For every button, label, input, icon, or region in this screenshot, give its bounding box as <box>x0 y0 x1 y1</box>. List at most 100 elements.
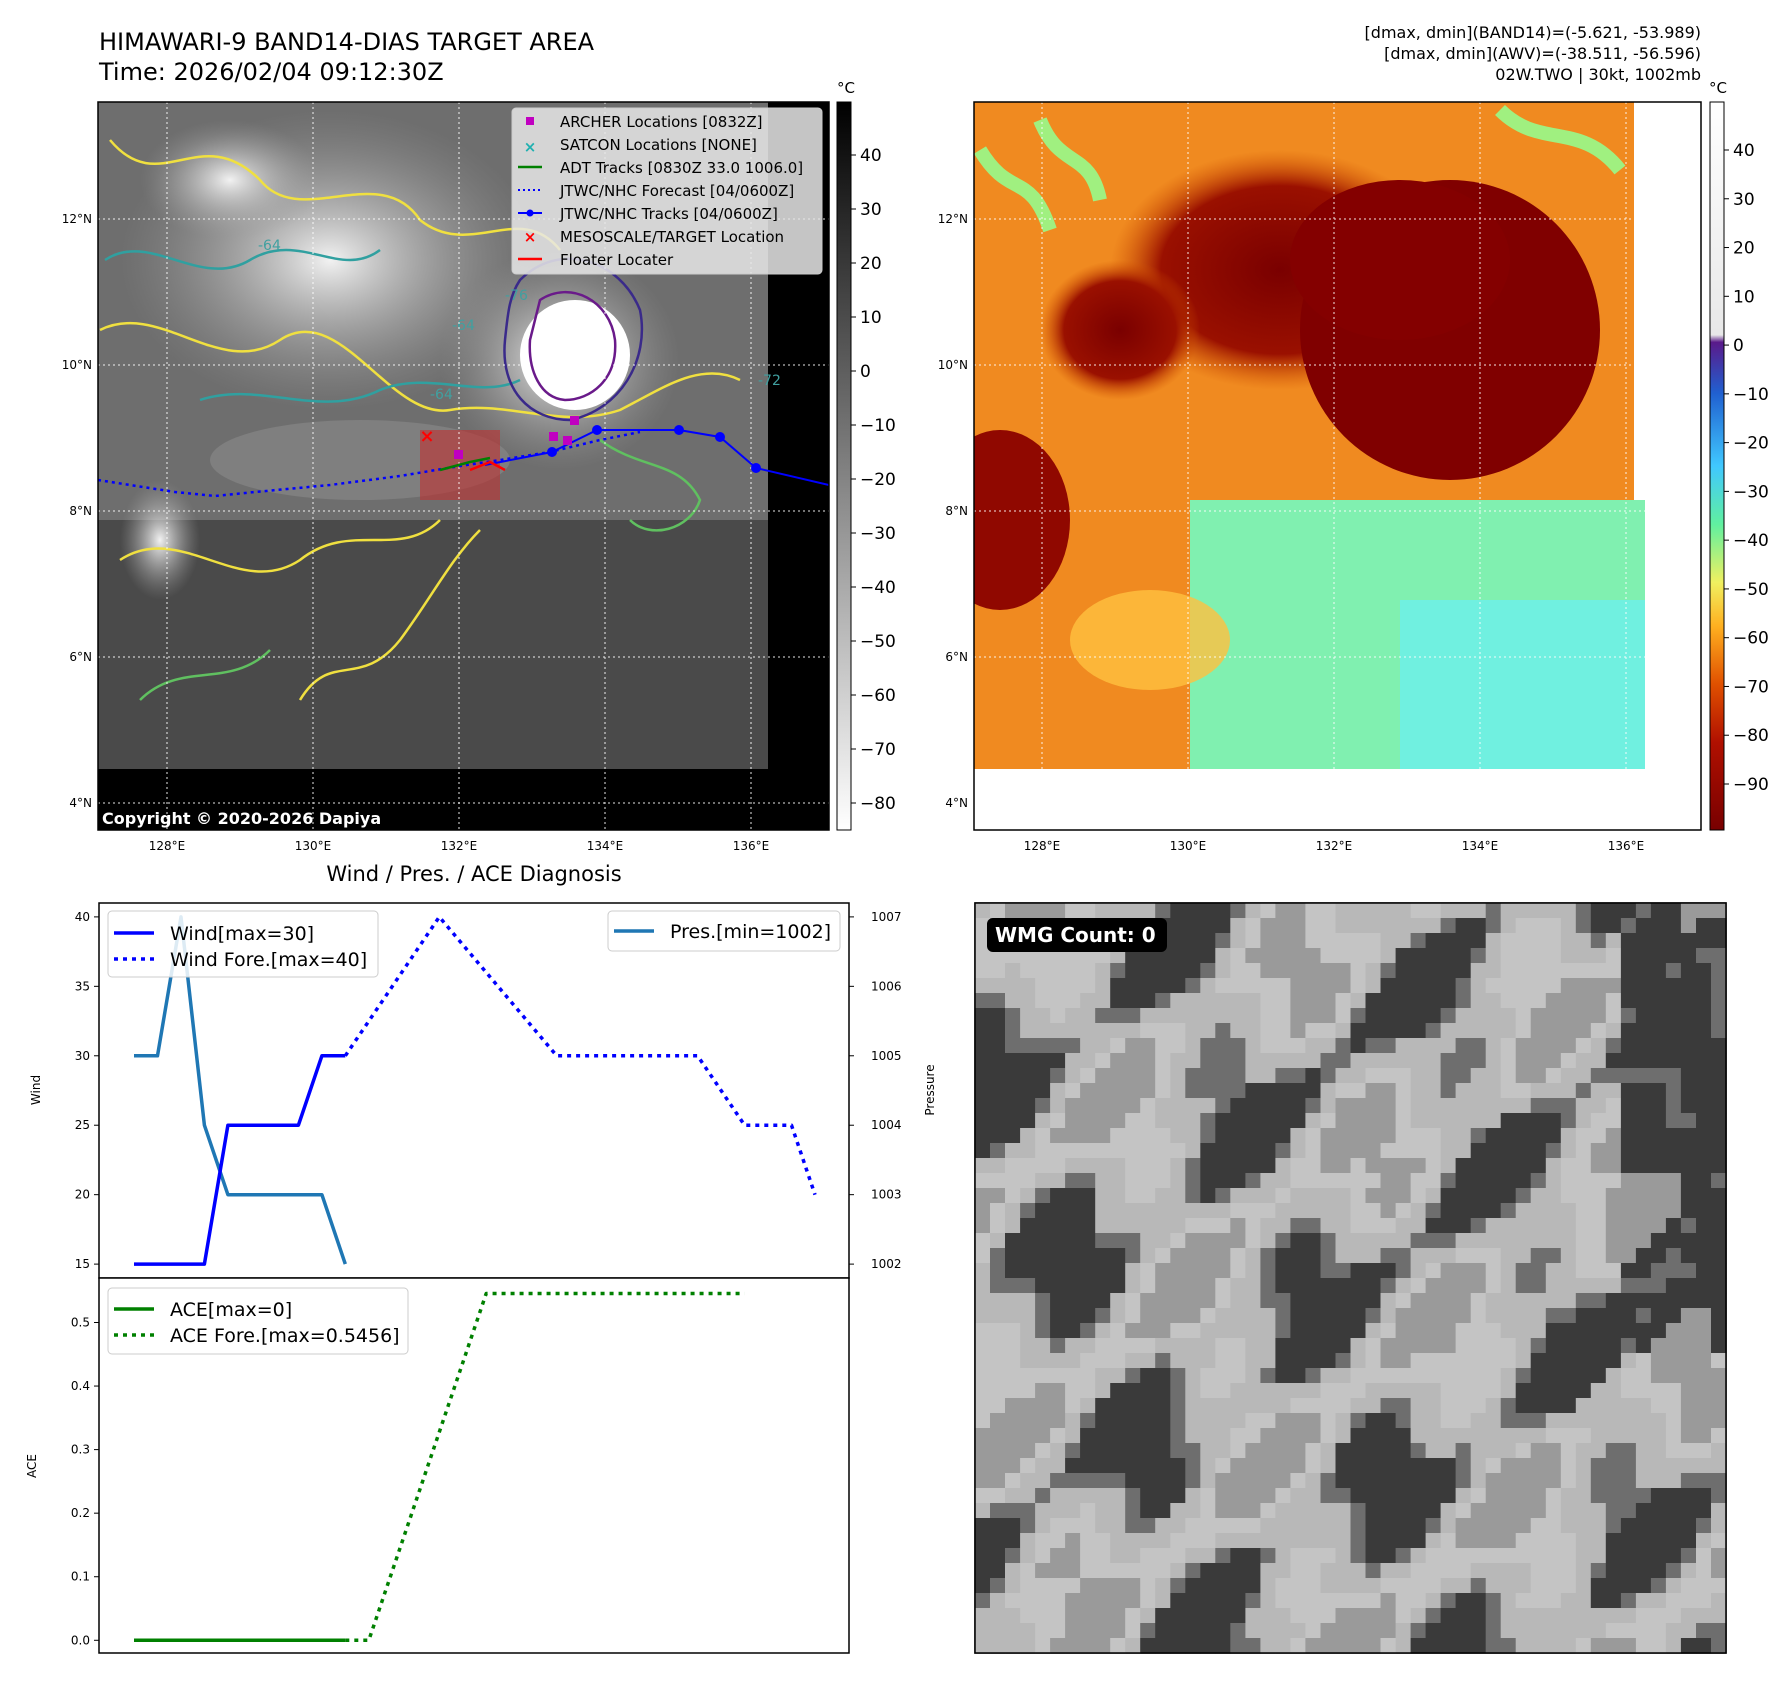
legend-item-archer: ARCHER Locations [0832Z] <box>560 113 763 131</box>
color-colorbar-tick-label: −50 <box>1733 580 1769 600</box>
contour-labels: -64 -64 -76 -64 -72 <box>258 238 781 403</box>
svg-text:128°E: 128°E <box>1024 839 1061 853</box>
awv-imagery <box>974 102 1645 769</box>
pressure-axis-tick-label: 1005 <box>871 1049 902 1063</box>
svg-text:136°E: 136°E <box>733 839 770 853</box>
legend-mesoscale-marker: × <box>524 228 537 246</box>
adt-track <box>439 456 491 472</box>
svg-text:8°N: 8°N <box>69 504 92 518</box>
legend-item-floater: Floater Locater <box>560 251 674 269</box>
color-colorbar-tick-label: −60 <box>1733 629 1769 649</box>
color-colorbar-tick-label: 10 <box>1733 287 1755 307</box>
gray-colorbar-tick-label: 10 <box>860 308 882 328</box>
color-colorbar-tick-label: 30 <box>1733 190 1755 210</box>
wind-series <box>134 1054 346 1266</box>
pressure-series <box>134 915 347 1265</box>
svg-text:-64: -64 <box>452 318 475 334</box>
gray-colorbar-tick-label: 20 <box>860 254 882 274</box>
info-awv: [dmax, dmin](AWV)=(-38.511, -56.596) <box>1384 44 1701 63</box>
gray-colorbar-tick-label: 40 <box>860 146 882 166</box>
color-colorbar-tick-label: −10 <box>1733 385 1769 405</box>
svg-text:132°E: 132°E <box>1316 839 1353 853</box>
mesoscale-marker: × <box>419 426 434 447</box>
awv-map-lat-labels: 12°N 10°N 8°N 6°N 4°N <box>938 212 968 810</box>
info-storm: 02W.TWO | 30kt, 1002mb <box>1495 65 1701 84</box>
awv-map-lon-labels: 128°E 130°E 132°E 134°E 136°E <box>1024 839 1645 853</box>
gray-colorbar-tick-label: −70 <box>860 740 896 760</box>
wind-axis-tick-label: 30 <box>75 1049 90 1063</box>
legend-wind: Wind[max=30] <box>170 923 314 945</box>
svg-text:134°E: 134°E <box>587 839 624 853</box>
gray-colorbar: °C 40 30 20 10 0 −10 −20 −30 −40 −50 −60 −70 −80 <box>836 79 896 831</box>
wmg-count-box <box>987 918 1167 952</box>
ir-map-panel: -64 -64 -76 -64 -72 <box>62 101 830 853</box>
svg-text:12°N: 12°N <box>62 212 92 226</box>
pressure-axis-tick-label: 1003 <box>871 1188 902 1202</box>
legend-pressure: Pres.[min=1002] <box>670 921 831 943</box>
svg-text:-72: -72 <box>758 373 781 389</box>
svg-text:134°E: 134°E <box>1462 839 1499 853</box>
archer-points <box>454 416 579 459</box>
ir-map-lon-labels: 128°E 130°E 132°E 134°E 136°E <box>149 839 770 853</box>
pressure-legend: Pres.[min=1002] <box>607 910 841 952</box>
color-colorbar-tick-label: −90 <box>1733 775 1769 795</box>
color-colorbar-unit: °C <box>1709 79 1727 97</box>
awv-map-panel: 12°N 10°N 8°N 6°N 4°N 128°E 130°E 132°E … <box>938 101 1702 853</box>
pressure-axis-label: Pressure <box>923 1064 937 1115</box>
storm-tracks: × <box>98 416 829 498</box>
svg-text:-64: -64 <box>430 387 453 403</box>
legend-item-adt: ADT Tracks [0830Z 33.0 1006.0] <box>560 159 803 177</box>
gray-colorbar-tick-label: −30 <box>860 524 896 544</box>
color-colorbar-tick-label: −20 <box>1733 434 1769 454</box>
svg-text:-76: -76 <box>505 288 528 304</box>
wind-axis-tick-label: 20 <box>75 1188 90 1202</box>
wind-legend: Wind[max=30] Wind Fore.[max=40] <box>107 910 379 978</box>
svg-text:4°N: 4°N <box>69 796 92 810</box>
color-colorbar-tick-label: 20 <box>1733 239 1755 259</box>
svg-text:-64: -64 <box>258 238 281 254</box>
wind-forecast-series <box>343 915 817 1196</box>
info-band14: [dmax, dmin](BAND14)=(-5.621, -53.989) <box>1365 23 1701 42</box>
ace-axis-tick-label: 0.2 <box>71 1506 90 1520</box>
legend-ace-forecast: ACE Fore.[max=0.5456] <box>170 1325 400 1347</box>
svg-text:10°N: 10°N <box>62 358 92 372</box>
gray-colorbar-tick-label: 0 <box>860 362 871 382</box>
svg-text:130°E: 130°E <box>295 839 332 853</box>
diagnosis-title: Wind / Pres. / ACE Diagnosis <box>326 862 621 886</box>
pressure-axis-tick-label: 1004 <box>871 1118 902 1132</box>
wmg-count: WMG Count: 0 <box>995 923 1156 947</box>
gray-colorbar-tick-label: −40 <box>860 578 896 598</box>
svg-text:12°N: 12°N <box>938 212 968 226</box>
diagnosis-panel: Wind Pressure ACE 40 35 30 25 20 15 1007 1006 1… <box>25 902 937 1654</box>
ace-axis-tick-label: 0.0 <box>71 1633 90 1647</box>
figure-title: HIMAWARI-9 BAND14-DIAS TARGET AREA <box>99 28 595 56</box>
legend-item-mesoscale: MESOSCALE/TARGET Location <box>560 228 784 246</box>
svg-text:6°N: 6°N <box>945 650 968 664</box>
ace-axis-tick-label: 0.1 <box>71 1570 90 1584</box>
pressure-axis-tick-label: 1007 <box>871 910 902 924</box>
color-colorbar-tick-label: −70 <box>1733 677 1769 697</box>
floater-locater <box>469 460 506 472</box>
gray-colorbar-tick-label: −60 <box>860 686 896 706</box>
ace-axis-tick-label: 0.4 <box>71 1379 90 1393</box>
gray-colorbar-tick-label: −80 <box>860 794 896 814</box>
ace-axis-tick-label: 0.5 <box>71 1315 90 1329</box>
ir-map-lat-labels: 12°N 10°N 8°N 6°N 4°N <box>62 212 92 810</box>
svg-text:6°N: 6°N <box>69 650 92 664</box>
gray-colorbar-tick-label: −10 <box>860 416 896 436</box>
color-colorbar: °C 40 30 20 10 0 −10 −20 −30 −40 −50 −60 −70 −80 −90 <box>1709 79 1769 831</box>
jtwc-track-points <box>547 425 761 473</box>
map-legend: × × ARCHER Locations [0832Z] SATCON Loca… <box>511 107 823 275</box>
wind-axis-label: Wind <box>29 1075 43 1105</box>
svg-text:132°E: 132°E <box>441 839 478 853</box>
ace-axis-label: ACE <box>25 1454 39 1478</box>
awv-map-gridlines <box>974 102 1701 769</box>
color-colorbar-tick-label: 40 <box>1733 141 1755 161</box>
figure-time: Time: 2026/02/04 09:12:30Z <box>98 58 444 86</box>
ace-forecast-series <box>345 1291 745 1643</box>
svg-text:130°E: 130°E <box>1170 839 1207 853</box>
legend-item-satcon: SATCON Locations [NONE] <box>560 136 757 154</box>
pressure-axis-tick-label: 1006 <box>871 979 902 993</box>
gray-colorbar-tick-label: 30 <box>860 200 882 220</box>
